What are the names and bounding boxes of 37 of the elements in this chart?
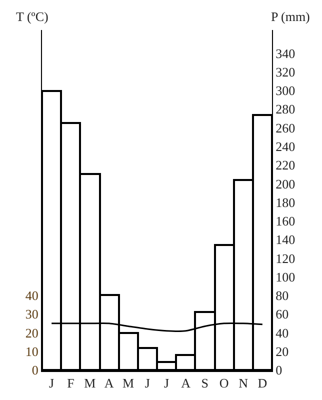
y-axis-title: T (ºC)	[16, 9, 48, 24]
y2-tick-label: 20	[276, 344, 289, 359]
y2-tick-label: 100	[276, 269, 296, 284]
y2-tick-label: 280	[276, 102, 296, 117]
x-tick-label: J	[49, 376, 54, 391]
y2-tick-label: 220	[276, 158, 296, 173]
y-tick-label: 30	[25, 306, 38, 322]
y-tick-label: 40	[25, 288, 38, 304]
y2-tick-label: 320	[276, 64, 296, 80]
x-tick-label: J	[144, 376, 150, 391]
x-tick-label: D	[258, 376, 268, 391]
y-tick-label: 10	[25, 344, 38, 359]
x-tick-label: O	[219, 376, 229, 391]
x-tick-label: M	[122, 376, 134, 391]
y-tick-label: 20	[25, 325, 38, 340]
x-tick-label: J	[164, 376, 170, 391]
y-tick-label: 0	[32, 362, 38, 378]
y2-axis-title: P (mm)	[271, 9, 310, 24]
y2-tick-label: 140	[276, 232, 296, 248]
y2-tick-label: 60	[276, 306, 289, 322]
x-tick-label: N	[238, 376, 249, 391]
x-tick-label: M	[84, 376, 96, 391]
y2-tick-label: 120	[276, 250, 296, 266]
y2-tick-label: 240	[276, 138, 296, 154]
x-tick-label: F	[67, 376, 74, 391]
y2-tick-label: 200	[276, 176, 296, 192]
x-tick-label: A	[104, 376, 114, 391]
y2-tick-label: 340	[276, 46, 296, 61]
y2-tick-label: 80	[276, 288, 289, 304]
x-tick-label: S	[201, 376, 209, 391]
y2-tick-label: 260	[276, 120, 296, 136]
x-tick-label: A	[181, 376, 192, 391]
y2-tick-label: 180	[276, 194, 296, 210]
y2-tick-label: 160	[276, 214, 296, 229]
y2-tick-label: 40	[276, 325, 289, 340]
y2-tick-label: 0	[276, 362, 282, 378]
y2-tick-label: 300	[276, 83, 296, 98]
